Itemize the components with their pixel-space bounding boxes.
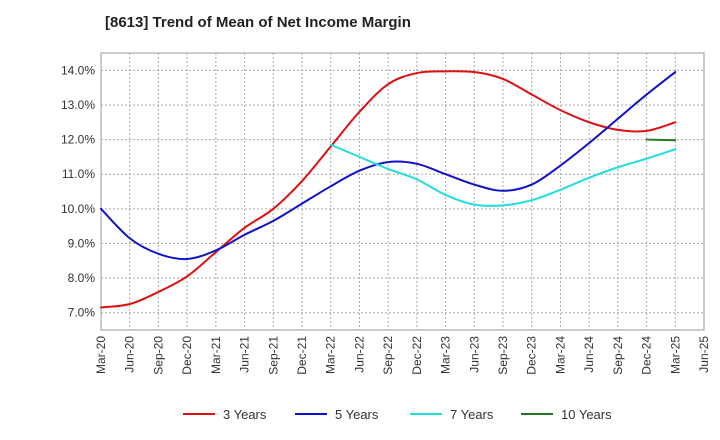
y-tick-label: 12.0%: [61, 133, 95, 147]
x-tick-label: Sep-22: [381, 336, 395, 375]
x-tick-label: Dec-20: [180, 336, 194, 375]
legend-label-7-years: 7 Years: [450, 407, 494, 422]
x-tick-label: Mar-25: [668, 336, 682, 374]
x-tick-label: Mar-20: [94, 336, 108, 374]
y-tick-label: 9.0%: [68, 236, 96, 250]
x-tick-label: Mar-22: [324, 336, 338, 374]
x-tick-label: Sep-20: [151, 336, 165, 375]
legend-label-3-years: 3 Years: [223, 407, 267, 422]
series-line-7-years: [329, 143, 677, 207]
x-tick-label: Mar-23: [439, 336, 453, 374]
x-tick-label: Sep-24: [611, 336, 625, 375]
y-tick-label: 10.0%: [61, 202, 95, 216]
x-tick-label: Dec-21: [295, 336, 309, 375]
x-tick-label: Dec-24: [640, 336, 654, 375]
x-tick-label: Jun-24: [582, 336, 596, 373]
series-lines: [100, 70, 677, 309]
plot-area: [100, 52, 705, 331]
y-tick-label: 13.0%: [61, 98, 95, 112]
y-tick-label: 8.0%: [68, 271, 96, 285]
chart-title: [8613] Trend of Mean of Net Income Margi…: [105, 14, 411, 31]
x-tick-label: Jun-22: [352, 336, 366, 373]
x-tick-label: Jun-20: [123, 336, 137, 373]
grid-lines: [101, 53, 704, 330]
x-tick-label: Jun-25: [697, 336, 711, 373]
x-tick-label: Dec-23: [525, 336, 539, 375]
series-line-10-years: [645, 138, 677, 142]
axis-labels: Mar-20 Jun-20 Sep-20 Dec-20 Mar-21 Jun-21 Sep-…: [61, 63, 711, 374]
x-tick-label: Jun-23: [467, 336, 481, 373]
y-tick-label: 14.0%: [61, 63, 95, 77]
x-tick-label: Mar-24: [553, 336, 567, 374]
y-tick-label: 7.0%: [68, 306, 96, 320]
x-tick-label: Sep-23: [496, 336, 510, 375]
series-line-5-years: [100, 71, 677, 261]
x-tick-label: Mar-21: [209, 336, 223, 374]
legend-label-10-years: 10 Years: [561, 407, 612, 422]
y-tick-label: 11.0%: [62, 167, 95, 181]
x-tick-label: Dec-22: [410, 336, 424, 375]
x-tick-label: Sep-21: [266, 336, 280, 375]
series-line-3-years: [100, 70, 677, 309]
x-tick-label: Jun-21: [238, 336, 252, 373]
legend: 3 Years 5 Years 7 Years 10 Years: [183, 407, 612, 422]
legend-label-5-years: 5 Years: [335, 407, 379, 422]
